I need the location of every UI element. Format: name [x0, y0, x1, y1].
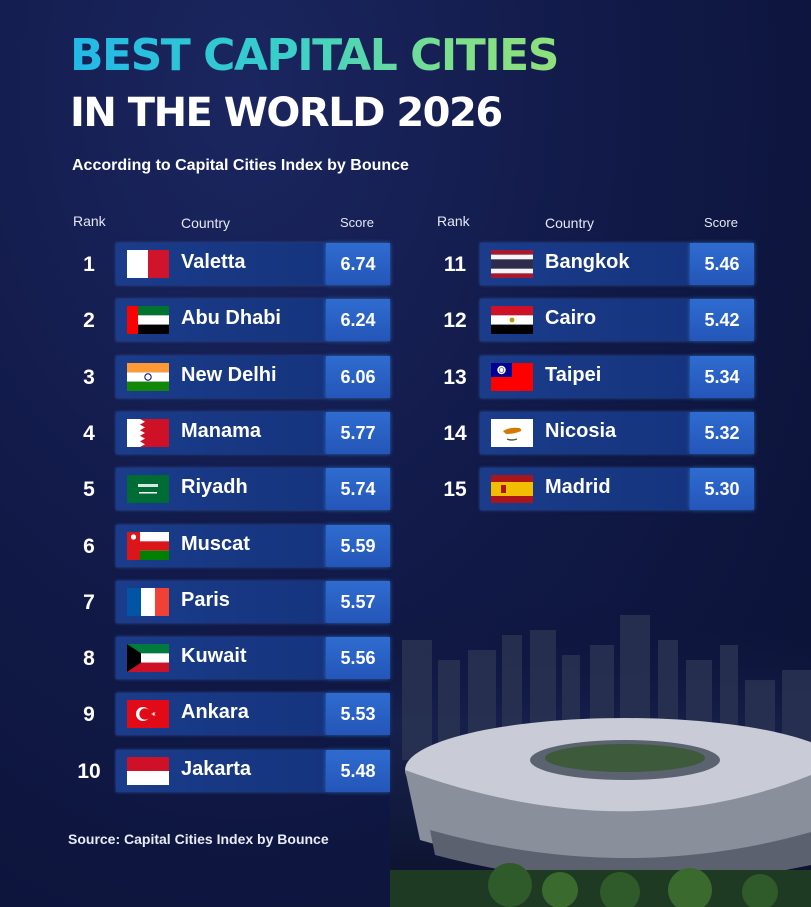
thailand-flag-icon	[491, 250, 533, 278]
rank-number: 6	[83, 534, 95, 558]
city-row-bar: Cairo	[480, 299, 690, 342]
city-name: Abu Dhabi	[181, 307, 281, 330]
rank-number: 8	[83, 647, 95, 671]
egypt-flag-icon	[491, 306, 533, 335]
header-country-right: Country	[545, 215, 595, 231]
header-country-left: Country	[181, 215, 231, 231]
city-row-bar: Ankara	[116, 693, 326, 736]
rank-number: 11	[443, 253, 467, 276]
city-name: Riyadh	[181, 476, 248, 499]
city-row-bar: Madrid	[480, 468, 690, 511]
taiwan-flag-icon	[491, 362, 533, 391]
rank-number: 14	[443, 421, 467, 445]
city-name: Paris	[181, 588, 230, 611]
rank-number: 15	[443, 478, 467, 502]
score-value: 5.32	[690, 411, 754, 454]
indonesia-flag-icon	[127, 756, 169, 785]
score-value: 5.34	[690, 355, 754, 398]
france-flag-icon	[127, 587, 169, 616]
score-value: 5.46	[690, 243, 754, 285]
city-name: Kuwait	[181, 645, 247, 668]
city-row-bar: Kuwait	[116, 637, 326, 680]
city-row-bar: Nicosia	[480, 411, 690, 454]
score-value: 5.57	[326, 580, 390, 623]
source-note: Source: Capital Cities Index by Bounce	[68, 831, 329, 847]
city-name: Jakarta	[181, 757, 252, 780]
spain-flag-icon	[491, 475, 533, 504]
turkey-flag-icon	[127, 700, 169, 729]
rank-number: 2	[83, 309, 95, 333]
city-row-bar: Riyadh	[116, 468, 326, 511]
city-row-bar: New Delhi	[116, 355, 326, 398]
score-value: 5.53	[326, 693, 390, 736]
subtitle: According to Capital Cities Index by Bou…	[72, 157, 409, 174]
city-name: Valetta	[181, 251, 246, 273]
city-name: Ankara	[181, 701, 249, 724]
oman-flag-icon	[127, 531, 169, 560]
city-name: Manama	[181, 419, 262, 442]
city-name: Nicosia	[545, 419, 617, 442]
header-score-right: Score	[704, 215, 738, 230]
header-rank-right: Rank	[437, 213, 470, 229]
rank-number: 3	[83, 365, 95, 389]
city-name: Cairo	[545, 307, 597, 330]
rank-number: 12	[443, 309, 467, 333]
city-row-bar: Bangkok	[480, 243, 690, 285]
city-name: Madrid	[545, 476, 611, 499]
rank-number: 10	[77, 759, 101, 783]
header-rank-left: Rank	[73, 213, 106, 229]
rank-number: 9	[83, 703, 95, 727]
malta-flag-icon	[127, 250, 169, 278]
score-value: 6.74	[326, 243, 390, 285]
title-line-2: IN THE WORLD 2026	[70, 90, 503, 136]
score-value: 5.48	[326, 749, 390, 792]
score-value: 6.06	[326, 355, 390, 398]
rank-number: 4	[83, 421, 95, 445]
score-value: 5.30	[690, 468, 754, 511]
bahrain-flag-icon	[127, 418, 169, 447]
city-row-bar: Abu Dhabi	[116, 299, 326, 342]
score-value: 5.74	[326, 468, 390, 511]
rank-number: 13	[443, 365, 467, 389]
city-row-bar: Manama	[116, 411, 326, 454]
city-row-bar: Jakarta	[116, 749, 326, 792]
city-row-bar: Muscat	[116, 524, 326, 567]
title-line-1: BEST CAPITAL CITIES	[70, 30, 559, 81]
score-value: 5.77	[326, 411, 390, 454]
kuwait-flag-icon	[127, 644, 169, 673]
score-value: 5.42	[690, 299, 754, 342]
rank-number: 7	[83, 590, 95, 614]
cyprus-flag-icon	[491, 418, 533, 447]
rank-number: 5	[83, 478, 95, 502]
header-score-left: Score	[340, 215, 374, 230]
score-value: 5.59	[326, 524, 390, 567]
score-value: 6.24	[326, 299, 390, 342]
uae-flag-icon	[127, 306, 169, 335]
city-name: Bangkok	[545, 251, 630, 273]
india-flag-icon	[127, 362, 169, 391]
score-value: 5.56	[326, 637, 390, 680]
rank-number: 1	[83, 253, 95, 276]
city-name: Muscat	[181, 532, 250, 555]
saudi-arabia-flag-icon	[127, 475, 169, 504]
city-row-bar: Paris	[116, 580, 326, 623]
city-row-bar: Valetta	[116, 243, 326, 285]
city-name: Taipei	[545, 363, 602, 386]
city-row-bar: Taipei	[480, 355, 690, 398]
city-name: New Delhi	[181, 363, 277, 386]
stadium-skyline-image	[390, 600, 811, 907]
